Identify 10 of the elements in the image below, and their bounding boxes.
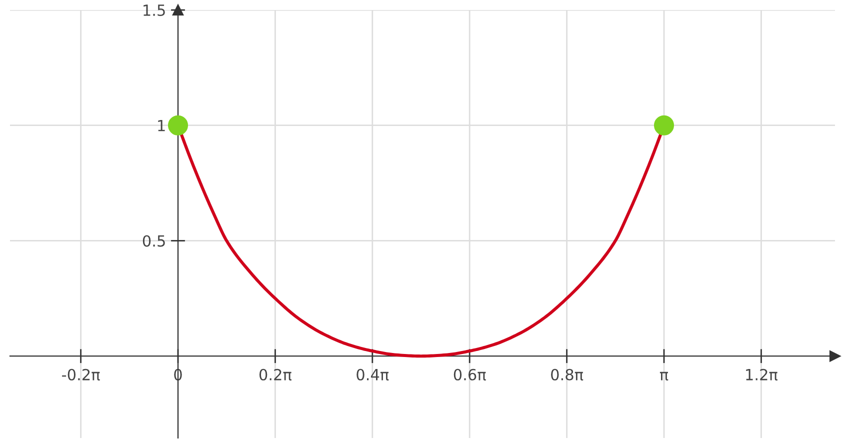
x-tick-label: 1.2π [746, 368, 778, 380]
y-tick-label: 1.5 [144, 4, 165, 16]
y-tick-label: 0.5 [142, 235, 165, 247]
x-tick-label: -0.2π [62, 368, 100, 380]
x-tick-label: 0.6π [454, 368, 486, 380]
x-tick-label: π [660, 372, 668, 380]
x-tick-label: 0.4π [356, 368, 389, 380]
y-tick-label: 1 [158, 120, 165, 132]
x-tick-label: 0.8π [551, 368, 584, 380]
x-tick-label: 0.2π [259, 368, 292, 380]
